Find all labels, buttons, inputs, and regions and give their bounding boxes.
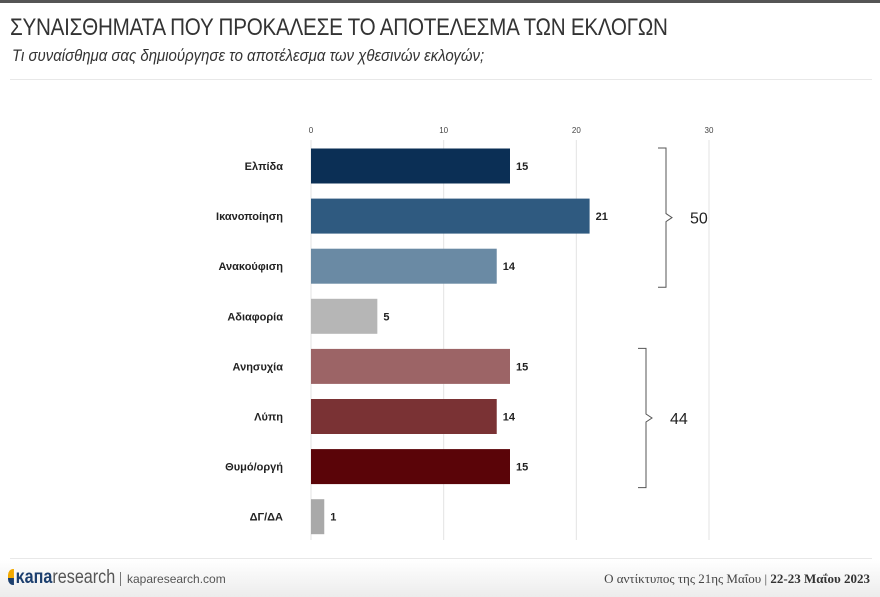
x-tick-label: 30	[705, 126, 714, 135]
data-label: 14	[503, 261, 516, 273]
bar	[311, 298, 378, 334]
divider	[10, 558, 872, 559]
category-label: Λύπη	[254, 412, 283, 424]
group-bracket	[658, 147, 673, 288]
x-tick-label: 0	[309, 126, 314, 135]
bar	[311, 399, 497, 434]
page-subtitle: Τι συναίσθημα σας δημιούργησε το αποτέλε…	[12, 46, 485, 65]
category-label: Θυμό/οργή	[225, 462, 283, 474]
category-label: Αδιαφορία	[227, 311, 283, 323]
category-label: Ικανοποίηση	[216, 211, 283, 223]
caption-right: 22-23 Μαΐου 2023	[770, 571, 870, 586]
top-bar	[0, 0, 880, 3]
divider	[10, 79, 872, 80]
bar	[311, 198, 590, 234]
group-total-label: 50	[690, 211, 708, 228]
footer	[0, 560, 880, 597]
brand-logo: κапаresearch	[8, 567, 115, 589]
brand-bold: κапа	[15, 567, 53, 588]
data-label: 15	[516, 361, 528, 373]
category-label: ΔΓ/ΔΑ	[250, 512, 283, 524]
footer-caption: Ο αντίκτυπος της 21ης Μαΐου | 22-23 Μαΐο…	[604, 571, 870, 586]
data-label: 1	[330, 512, 336, 524]
category-label: Ελπίδα	[245, 161, 284, 173]
category-label: Ανησυχία	[233, 361, 284, 373]
caption-left: Ο αντίκτυπος της 21ης Μαΐου	[604, 571, 762, 586]
x-tick-label: 20	[572, 126, 581, 135]
bar	[311, 248, 497, 284]
data-label: 21	[596, 211, 608, 223]
data-label: 14	[503, 412, 516, 424]
bar	[311, 148, 510, 184]
logo-mark-icon	[8, 569, 14, 585]
x-tick-label: 10	[439, 126, 448, 135]
group-bracket	[638, 347, 653, 489]
group-total-label: 44	[670, 411, 688, 428]
page-title: ΣΥΝΑΙΣΘΗΜΑΤΑ ΠΟΥ ΠΡΟΚΑΛΕΣΕ ΤΟ ΑΠΟΤΕΛΕΣΜΑ…	[10, 14, 668, 41]
brand-light: research	[52, 567, 116, 588]
bar	[311, 449, 510, 485]
bar	[311, 499, 325, 535]
data-label: 5	[383, 311, 389, 323]
bar	[311, 348, 510, 384]
data-label: 15	[516, 161, 528, 173]
data-label: 15	[516, 462, 528, 474]
category-label: Ανακούφιση	[219, 261, 284, 273]
site-link[interactable]: kaparesearch.com	[120, 572, 226, 586]
